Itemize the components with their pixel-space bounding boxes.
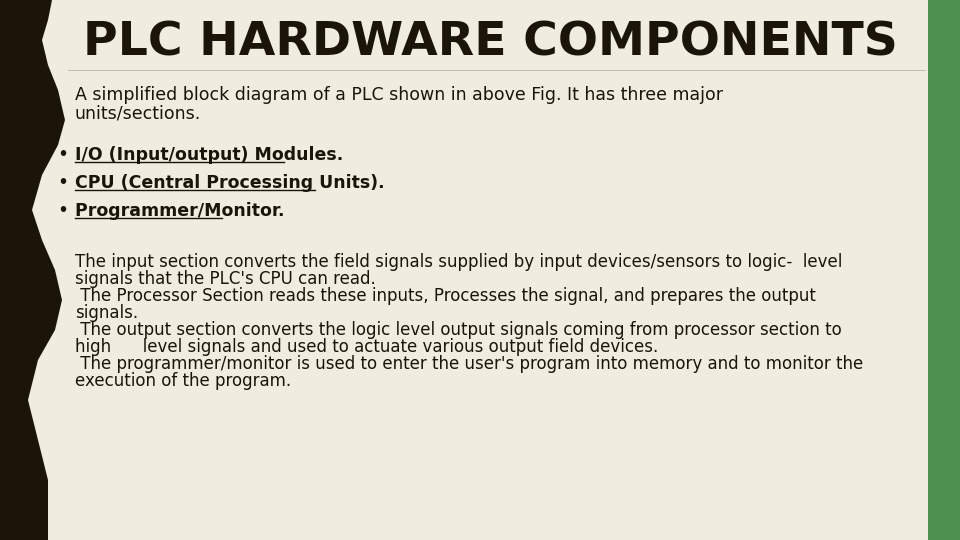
- Text: I/O (Input/output) Modules.: I/O (Input/output) Modules.: [75, 146, 344, 164]
- Text: Programmer/Monitor.: Programmer/Monitor.: [75, 202, 302, 220]
- Text: The output section converts the logic level output signals coming from processor: The output section converts the logic le…: [75, 321, 842, 339]
- Text: execution of the program.: execution of the program.: [75, 372, 291, 390]
- Text: The programmer/monitor is used to enter the user's program into memory and to mo: The programmer/monitor is used to enter …: [75, 355, 863, 373]
- Polygon shape: [0, 0, 65, 540]
- Polygon shape: [928, 0, 960, 540]
- Text: The Processor Section reads these inputs, Processes the signal, and prepares the: The Processor Section reads these inputs…: [75, 287, 816, 305]
- Text: •: •: [58, 201, 68, 220]
- Text: •: •: [58, 173, 68, 192]
- Text: CPU (Central Processing Units).: CPU (Central Processing Units).: [75, 174, 385, 192]
- Text: A simplified block diagram of a PLC shown in above Fig. It has three major: A simplified block diagram of a PLC show…: [75, 86, 723, 104]
- Text: signals that the PLC's CPU can read.: signals that the PLC's CPU can read.: [75, 270, 375, 288]
- Text: units/sections.: units/sections.: [75, 104, 202, 122]
- Text: signals.: signals.: [75, 304, 138, 322]
- Text: PLC HARDWARE COMPONENTS: PLC HARDWARE COMPONENTS: [83, 21, 898, 65]
- Text: high      level signals and used to actuate various output field devices.: high level signals and used to actuate v…: [75, 338, 659, 356]
- Text: The input section converts the field signals supplied by input devices/sensors t: The input section converts the field sig…: [75, 253, 842, 271]
- Text: •: •: [58, 145, 68, 165]
